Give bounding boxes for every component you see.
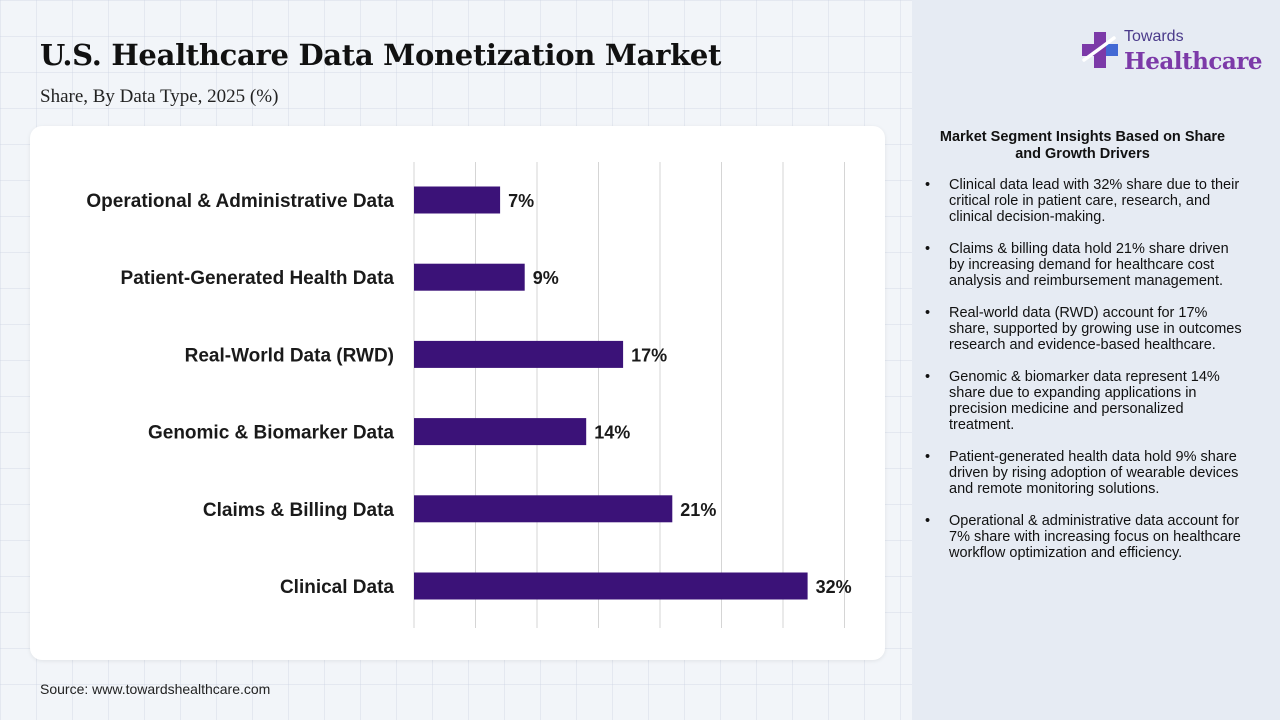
- category-label: Patient-Generated Health Data: [121, 268, 395, 289]
- insight-text: Clinical data lead with 32% share due to…: [949, 177, 1240, 225]
- insight-item: • Genomic & biomarker data represent 14% …: [922, 369, 1242, 433]
- insight-text: Real-world data (RWD) account for 17% sh…: [949, 305, 1242, 353]
- category-label: Real-World Data (RWD): [185, 345, 394, 366]
- insights-title: Market Segment Insights Based on Share a…: [939, 129, 1226, 162]
- bullet-glyph: •: [925, 177, 931, 193]
- bar: [414, 263, 525, 291]
- value-label: 21%: [680, 500, 716, 520]
- insight-item: • Claims & billing data hold 21% share dr…: [922, 241, 1242, 289]
- insight-text: Genomic & biomarker data represent 14% s…: [949, 369, 1220, 433]
- bullet-glyph: •: [925, 241, 931, 257]
- bar: [414, 340, 624, 368]
- logo-text-bottom: Healthcare: [1124, 48, 1263, 75]
- insight-text: Operational & administrative data accoun…: [949, 513, 1241, 561]
- bar: [414, 495, 673, 523]
- insight-text: Patient-generated health data hold 9% sh…: [949, 449, 1239, 497]
- source-note: Source: www.towardshealthcare.com: [40, 681, 271, 697]
- bullet-glyph: •: [925, 449, 931, 465]
- brand-logo: Towards Healthcare: [1080, 28, 1263, 78]
- category-label: Clinical Data: [280, 577, 394, 598]
- insights-panel: [912, 0, 1280, 720]
- page-subtitle: Share, By Data Type, 2025 (%): [40, 86, 279, 107]
- logo-text-top: Towards: [1124, 28, 1184, 45]
- bar-chart: Operational & Administrative Data 7% Patie…: [86, 162, 852, 628]
- value-label: 17%: [631, 345, 667, 365]
- insight-item: • Operational & administrative data accou…: [922, 513, 1242, 561]
- value-label: 9%: [533, 268, 559, 288]
- page-title: U.S. Healthcare Data Monetization Market: [40, 38, 722, 72]
- insight-item: • Clinical data lead with 32% share due t…: [922, 177, 1242, 225]
- insights-list: • Clinical data lead with 32% share due t…: [922, 177, 1242, 577]
- bullet-glyph: •: [925, 513, 931, 529]
- category-label: Genomic & Biomarker Data: [148, 423, 394, 444]
- insight-item: • Patient-generated health data hold 9% s…: [922, 449, 1242, 497]
- bullet-glyph: •: [925, 369, 931, 385]
- chart-card: Operational & Administrative Data 7% Patie…: [30, 126, 885, 660]
- category-label: Operational & Administrative Data: [86, 191, 394, 212]
- bar: [414, 572, 808, 600]
- category-label: Claims & Billing Data: [203, 500, 395, 521]
- value-label: 7%: [508, 191, 534, 211]
- medical-cross-icon: [1082, 32, 1118, 68]
- insight-item: • Real-world data (RWD) account for 17% s…: [922, 305, 1242, 353]
- bullet-glyph: •: [925, 305, 931, 321]
- value-label: 32%: [816, 577, 852, 597]
- insight-text: Claims & billing data hold 21% share dri…: [949, 241, 1229, 289]
- bar: [414, 418, 587, 446]
- value-label: 14%: [594, 423, 630, 443]
- bar: [414, 186, 501, 214]
